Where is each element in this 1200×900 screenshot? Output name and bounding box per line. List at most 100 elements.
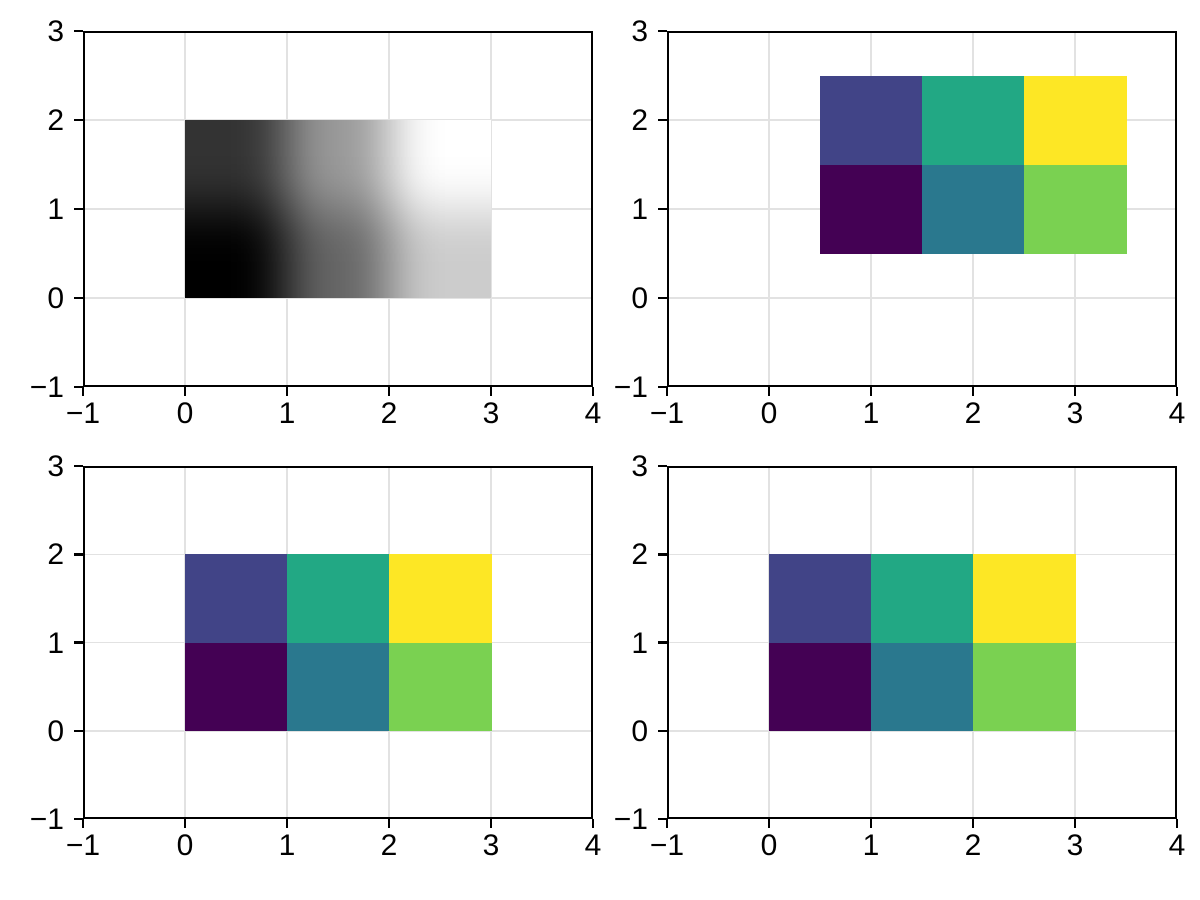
x-tick-label: −1 <box>649 829 685 862</box>
y-tick-label: 3 <box>631 450 648 483</box>
x-tick-label: 0 <box>760 397 778 430</box>
interpolated-image <box>185 120 491 298</box>
y-tick-label: −1 <box>29 803 64 836</box>
heatmap-cell <box>820 164 923 254</box>
subplot-bottom-right: −1 0 1 2 3 4 3 2 1 0 −1 <box>614 452 1186 861</box>
x-tick-label: 2 <box>380 829 398 862</box>
heatmap-cell <box>769 642 872 732</box>
subplot-top-left: −1 0 1 2 3 4 3 2 1 0 −1 <box>30 17 602 429</box>
x-tick <box>1073 819 1077 828</box>
heatmap-cell <box>973 642 1076 732</box>
image-pixel <box>389 209 491 298</box>
y-tick <box>658 553 667 556</box>
y-tick <box>658 207 667 211</box>
image-pixel <box>287 120 389 209</box>
y-tick <box>74 729 83 732</box>
x-tick-label: 2 <box>380 397 398 430</box>
x-tick <box>971 819 975 828</box>
y-tick <box>74 385 83 389</box>
y-tick-label: 1 <box>631 626 648 660</box>
x-tick <box>767 819 771 828</box>
x-tick <box>183 387 187 396</box>
x-tick <box>767 387 771 396</box>
y-tick <box>74 817 83 821</box>
y-tick <box>658 641 667 644</box>
y-tick <box>74 641 83 644</box>
y-tick <box>74 553 83 556</box>
y-tick <box>74 29 83 33</box>
heatmap-cell <box>185 554 288 643</box>
subplot-top-right: −1 0 1 2 3 4 3 2 1 0 −1 <box>614 17 1186 429</box>
y-tick <box>74 296 83 300</box>
image-pixel <box>185 120 287 209</box>
heatmap-cell <box>1024 164 1127 254</box>
x-tick-label: −1 <box>65 397 101 430</box>
y-tick-label: −1 <box>613 803 648 836</box>
heatmap-cell <box>1024 75 1127 165</box>
x-tick-label: 2 <box>964 829 982 862</box>
x-tick-label: 3 <box>482 397 500 430</box>
heatmap-cell <box>922 75 1025 165</box>
y-tick-label: 0 <box>631 714 648 748</box>
x-tick-label: 4 <box>584 829 602 862</box>
heatmap-cell <box>287 554 390 643</box>
x-tick <box>81 387 85 396</box>
x-tick <box>387 819 391 828</box>
x-tick-label: 0 <box>176 397 194 430</box>
x-tick <box>387 387 391 396</box>
x-tick <box>81 819 85 828</box>
heatmap-cell <box>769 554 872 643</box>
y-tick <box>658 118 667 122</box>
y-tick-label: 1 <box>47 193 64 226</box>
y-tick-label: 0 <box>47 282 64 315</box>
y-tick-label: 3 <box>47 15 64 48</box>
y-tick <box>658 464 667 468</box>
x-tick <box>285 387 289 396</box>
x-tick <box>869 819 873 828</box>
x-tick-label: 1 <box>278 397 296 430</box>
x-tick-label: 0 <box>760 829 778 862</box>
y-tick-label: 0 <box>631 282 648 315</box>
x-tick-label: 1 <box>862 829 880 862</box>
heatmap-cell <box>871 642 974 732</box>
y-tick-label: 0 <box>47 714 64 748</box>
y-tick-label: 2 <box>631 104 648 137</box>
x-tick-label: −1 <box>649 397 685 430</box>
heatmap-cell <box>389 642 492 732</box>
y-tick <box>74 464 83 468</box>
x-tick-label: 2 <box>964 397 982 430</box>
y-tick <box>658 296 667 300</box>
heatmap-cell <box>389 554 492 643</box>
x-tick <box>869 387 873 396</box>
x-tick <box>665 387 669 396</box>
x-tick-label: 0 <box>176 829 194 862</box>
image-blur-layer <box>185 120 491 298</box>
x-tick-label: 4 <box>1168 829 1186 862</box>
x-tick-label: 3 <box>1066 829 1084 862</box>
y-tick-label: 2 <box>47 538 64 572</box>
image-pixel <box>389 120 491 209</box>
y-tick <box>658 817 667 821</box>
subplot-bottom-left: −1 0 1 2 3 4 3 2 1 0 −1 <box>30 452 602 861</box>
image-pixel <box>287 209 389 298</box>
x-tick-label: 4 <box>1168 397 1186 430</box>
x-tick <box>591 387 595 396</box>
heatmap-cell <box>871 554 974 643</box>
y-tick-label: −1 <box>29 371 64 404</box>
heatmap-cell <box>287 642 390 732</box>
image-pixel <box>185 209 287 298</box>
y-tick <box>658 729 667 732</box>
x-tick-label: 1 <box>278 829 296 862</box>
y-tick-label: 1 <box>47 626 64 660</box>
x-tick <box>489 819 493 828</box>
x-tick-label: −1 <box>65 829 101 862</box>
y-tick-label: 2 <box>47 104 64 137</box>
heatmap-cell <box>820 75 923 165</box>
x-tick-label: 1 <box>862 397 880 430</box>
y-tick <box>658 29 667 33</box>
x-tick <box>183 819 187 828</box>
x-tick-label: 3 <box>482 829 500 862</box>
heatmap-cell <box>922 164 1025 254</box>
y-tick-label: 1 <box>631 193 648 226</box>
